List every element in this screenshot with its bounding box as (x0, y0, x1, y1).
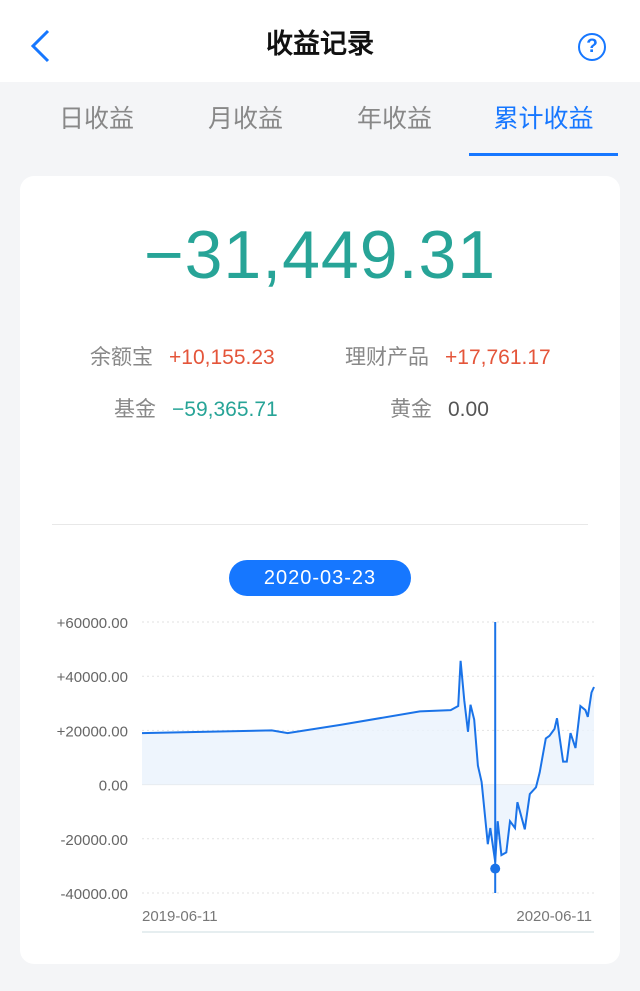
series-line (141, 660, 595, 862)
gold-row: 黄金 0.00 (390, 393, 489, 423)
yuebao-value: +10,155.23 (169, 346, 275, 369)
question-circle-icon[interactable]: ? (578, 33, 606, 61)
wealth-product-row: 理财产品 +17,761.17 (345, 341, 551, 371)
chevron-left-icon[interactable] (28, 28, 54, 64)
wealth-product-label: 理财产品 (345, 346, 429, 369)
y-tick-label: +40000.00 (57, 669, 128, 686)
fund-row: 基金 −59,365.71 (114, 393, 278, 423)
tab-monthly[interactable]: 月收益 (207, 105, 283, 133)
y-tick-label: +60000.00 (57, 615, 128, 632)
wealth-product-value: +17,761.17 (445, 346, 551, 369)
fund-label: 基金 (114, 398, 156, 421)
tab-yearly[interactable]: 年收益 (356, 105, 432, 133)
earnings-card: −31,449.31 余额宝 +10,155.23 理财产品 +17,761.1… (20, 176, 620, 964)
y-tick-label: -40000.00 (60, 886, 128, 903)
divider (52, 524, 588, 525)
tab-cumulative[interactable]: 累计收益 (469, 82, 618, 156)
nav-bar: 收益记录 ? (0, 0, 640, 82)
gold-value: 0.00 (448, 398, 489, 421)
y-tick-label: -20000.00 (60, 832, 128, 849)
area-fill (142, 660, 594, 862)
fund-value: −59,365.71 (172, 398, 278, 421)
x-tick-label: 2019-06-11 (142, 908, 218, 925)
total-earnings: −31,449.31 (143, 217, 497, 293)
yuebao-label: 余额宝 (90, 346, 153, 369)
yuebao-row: 余额宝 +10,155.23 (90, 341, 275, 371)
selected-date-badge: 2020-03-23 (229, 560, 411, 596)
tab-daily[interactable]: 日收益 (58, 105, 134, 133)
page-title: 收益记录 (266, 28, 374, 59)
selected-point (490, 863, 501, 874)
tab-bar: 日收益 月收益 年收益 累计收益 (0, 82, 640, 156)
y-tick-label: +20000.00 (57, 723, 128, 740)
y-tick-label: 0.00 (99, 778, 128, 795)
gold-label: 黄金 (390, 398, 432, 421)
x-tick-label: 2020-06-11 (516, 908, 592, 925)
